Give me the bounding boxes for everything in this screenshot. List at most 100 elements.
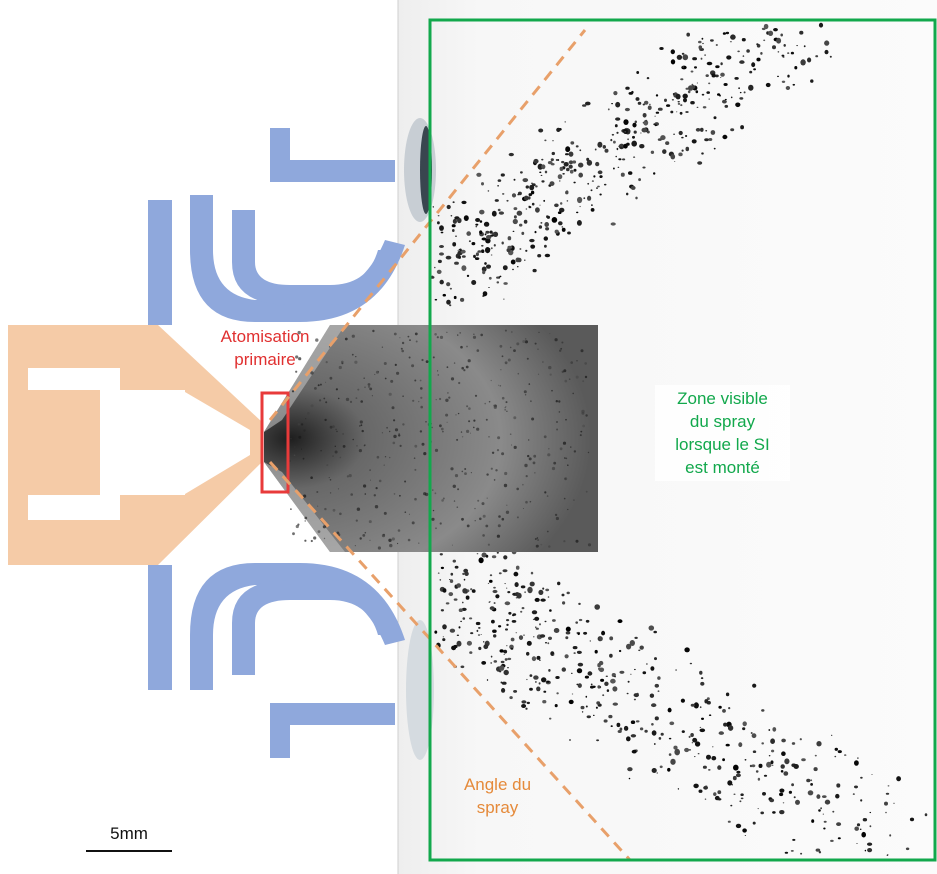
- droplet: [540, 174, 543, 176]
- droplet: [520, 585, 526, 589]
- droplet: [718, 731, 724, 735]
- droplet: [506, 587, 508, 589]
- cone-droplet: [359, 420, 363, 424]
- droplet: [493, 244, 496, 247]
- droplet: [497, 208, 501, 212]
- cone-droplet: [412, 399, 415, 402]
- droplet: [762, 792, 766, 796]
- droplet: [757, 777, 761, 781]
- cone-droplet: [472, 335, 477, 339]
- cone-droplet: [319, 383, 322, 386]
- droplet: [628, 171, 633, 175]
- swirler-lower-outer: [148, 565, 172, 690]
- droplet: [646, 130, 650, 134]
- cone-droplet: [350, 493, 354, 496]
- droplet: [481, 552, 487, 558]
- cone-droplet: [486, 497, 488, 499]
- cone-droplet: [351, 353, 354, 356]
- cone-droplet: [473, 419, 476, 422]
- droplet: [696, 106, 699, 108]
- droplet: [516, 210, 523, 216]
- droplet: [504, 658, 508, 661]
- droplet: [572, 646, 578, 650]
- cone-droplet: [356, 507, 361, 511]
- droplet: [720, 77, 722, 78]
- cone-droplet: [548, 365, 552, 370]
- droplet: [679, 111, 683, 115]
- cone-droplet: [466, 345, 468, 348]
- droplet: [529, 238, 535, 243]
- droplet: [594, 649, 598, 654]
- cone-droplet: [328, 346, 331, 348]
- cone-droplet: [349, 400, 353, 403]
- droplet: [535, 185, 538, 188]
- droplet: [524, 259, 526, 261]
- cone-droplet: [397, 529, 401, 532]
- droplet: [462, 572, 465, 576]
- droplet: [485, 554, 489, 558]
- droplet: [613, 140, 616, 144]
- droplet: [539, 634, 546, 638]
- droplet: [609, 636, 614, 641]
- droplet: [442, 293, 446, 297]
- cone-droplet: [563, 369, 567, 373]
- droplet: [656, 772, 658, 774]
- droplet: [681, 136, 684, 139]
- droplet: [722, 32, 727, 35]
- droplet: [649, 103, 651, 105]
- spray-angle-label: Angle du spray: [463, 775, 532, 817]
- droplet: [446, 282, 451, 287]
- droplet: [463, 215, 469, 222]
- droplet: [632, 122, 637, 128]
- cone-droplet: [407, 335, 410, 338]
- droplet: [715, 65, 720, 69]
- droplet: [498, 211, 504, 215]
- primary-atomization-label: Atomisation primaire: [220, 327, 310, 369]
- droplet: [609, 653, 613, 658]
- droplet: [508, 611, 512, 615]
- cone-droplet: [460, 345, 463, 349]
- droplet: [760, 52, 763, 55]
- cone-droplet: [316, 491, 319, 493]
- cone-droplet: [359, 537, 362, 540]
- droplet: [590, 685, 594, 689]
- cone-droplet: [329, 425, 333, 429]
- droplet: [667, 707, 672, 713]
- droplet: [739, 91, 742, 94]
- droplet: [534, 616, 540, 621]
- droplet: [452, 242, 457, 247]
- droplet: [867, 848, 873, 853]
- droplet: [488, 287, 490, 288]
- droplet: [616, 722, 621, 728]
- cone-droplet: [513, 349, 516, 352]
- droplet: [623, 725, 629, 731]
- droplet: [676, 111, 678, 113]
- spray-cone-edge-top: [264, 325, 345, 432]
- droplet: [568, 151, 574, 157]
- cone-droplet: [383, 511, 387, 515]
- droplet: [607, 108, 610, 111]
- cone-droplet: [499, 385, 502, 387]
- droplet: [538, 682, 541, 685]
- cone-droplet: [408, 356, 411, 359]
- droplet: [507, 667, 509, 669]
- droplet: [768, 755, 771, 757]
- cone-droplet: [548, 447, 550, 450]
- droplet: [787, 52, 790, 54]
- droplet: [769, 798, 775, 803]
- droplet: [800, 852, 803, 855]
- droplet: [552, 619, 556, 622]
- droplet: [500, 173, 505, 177]
- droplet: [546, 215, 551, 219]
- cone-droplet: [534, 538, 537, 540]
- droplet: [740, 125, 744, 130]
- droplet: [529, 581, 535, 587]
- cone-droplet: [525, 475, 528, 478]
- cone-droplet: [295, 524, 299, 529]
- droplet: [484, 262, 487, 265]
- spray-angle-line-lower: [268, 460, 632, 862]
- droplet: [479, 220, 483, 223]
- droplet: [688, 735, 691, 739]
- droplet: [635, 196, 638, 200]
- droplet: [752, 821, 756, 825]
